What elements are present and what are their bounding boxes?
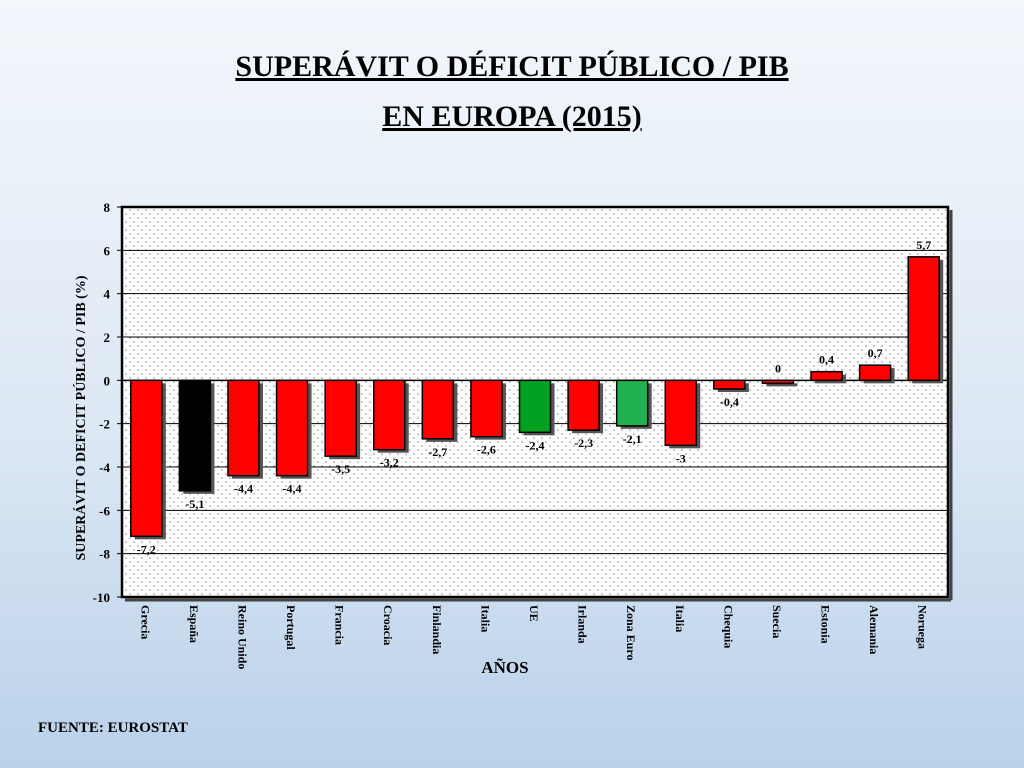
y-tick-label: -4	[99, 460, 110, 475]
bar	[907, 256, 940, 382]
value-label: 0	[775, 361, 781, 375]
x-tick-label: Estonia	[819, 605, 833, 644]
bar	[470, 379, 503, 438]
bar	[567, 379, 600, 431]
x-tick-label: Italia	[673, 605, 687, 632]
value-label: -2,3	[574, 436, 593, 450]
value-label: -2,4	[526, 438, 545, 452]
bar	[130, 379, 163, 538]
value-label: 0,7	[868, 346, 883, 360]
bar	[275, 379, 309, 477]
x-tick-label: Portugal	[284, 605, 298, 650]
value-label: -3,5	[331, 462, 350, 476]
y-tick-label: 6	[104, 243, 111, 258]
x-tick-label: Irlanda	[576, 605, 590, 644]
y-tick-label: 2	[104, 330, 111, 345]
bar	[178, 379, 212, 492]
y-tick-label: -8	[99, 547, 110, 562]
bar	[518, 379, 552, 434]
value-label: 0,4	[819, 353, 834, 367]
x-tick-label: Croacia	[381, 605, 395, 645]
value-label: -2,1	[623, 432, 642, 446]
chart-title-line1: SUPERÁVIT O DÉFICIT PÚBLICO / PIB	[235, 50, 789, 83]
bar	[227, 379, 260, 477]
x-tick-label: Chequia	[721, 605, 735, 648]
bar	[810, 370, 843, 382]
x-tick-label: Alemania	[867, 605, 881, 654]
bar	[664, 379, 698, 447]
x-tick-label: UE	[527, 605, 541, 622]
x-tick-label: Italia	[478, 605, 492, 632]
y-tick-label: 8	[104, 200, 111, 215]
y-tick-label: -6	[99, 503, 110, 518]
bar	[421, 379, 455, 440]
y-tick-label: -10	[93, 590, 110, 605]
bar	[858, 364, 892, 382]
x-axis-label: AÑOS	[481, 658, 528, 677]
chart-title-line2: EN EUROPA (2015)	[382, 100, 642, 133]
value-label: -7,2	[137, 542, 156, 556]
value-label: -2,7	[428, 445, 447, 459]
x-tick-label: Suecia	[770, 605, 784, 638]
bar	[761, 379, 795, 385]
y-tick-label: 0	[104, 373, 111, 388]
bar	[372, 379, 406, 451]
x-tick-label: Francia	[333, 605, 347, 645]
value-label: -4,4	[283, 482, 302, 496]
value-label: -3	[676, 451, 686, 465]
x-tick-label: Noruega	[916, 605, 930, 649]
y-tick-label: 4	[104, 287, 111, 302]
value-label: -2,6	[477, 443, 496, 457]
x-tick-label: Grecia	[138, 605, 152, 639]
x-tick-label: Zona Euro	[624, 605, 638, 660]
y-axis-label: SUPERÁVIT O DEFICIT PÚBLICO / PIB (%)	[72, 275, 89, 560]
x-tick-label: España	[187, 605, 201, 643]
value-label: -0,4	[720, 395, 739, 409]
value-label: -5,1	[185, 497, 204, 511]
source-note: FUENTE: EUROSTAT	[38, 720, 188, 736]
x-tick-label: Finlandia	[430, 605, 444, 654]
x-tick-label: Reino Unido	[235, 605, 249, 669]
value-label: -4,4	[234, 482, 253, 496]
value-label: 5,7	[916, 238, 931, 252]
y-tick-label: -2	[99, 417, 110, 432]
bar	[713, 379, 746, 390]
bar	[324, 379, 357, 457]
bar-shadow	[766, 383, 798, 387]
value-label: -3,2	[380, 456, 399, 470]
bar	[615, 379, 649, 427]
